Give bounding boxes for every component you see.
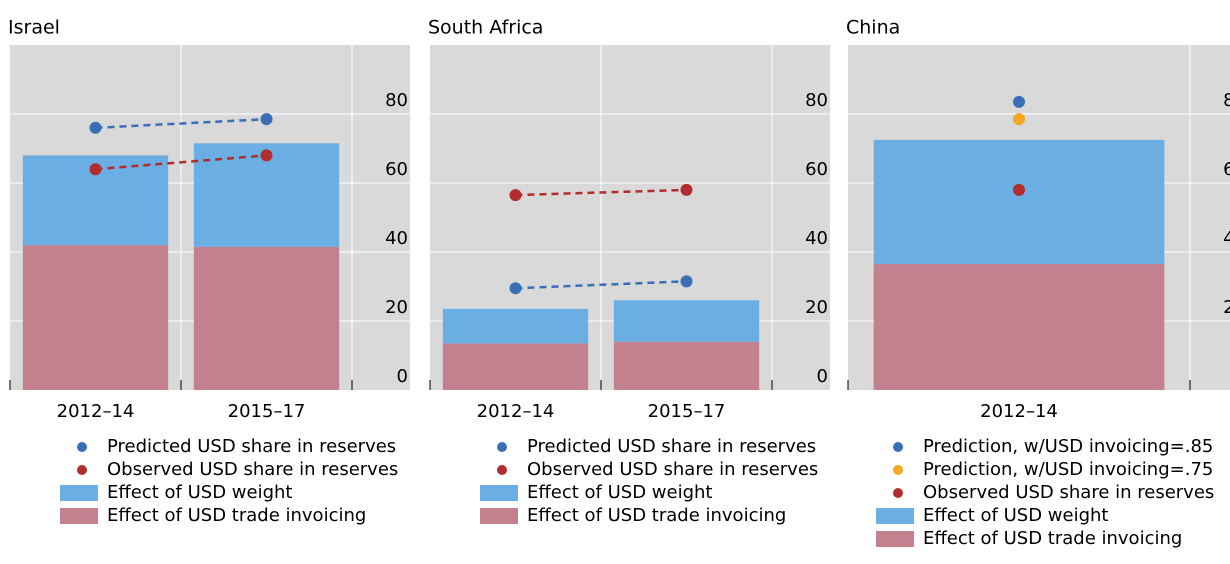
legend-dot <box>77 442 87 452</box>
legend-label: Effect of USD weight <box>107 482 292 503</box>
legend-label: Effect of USD trade invoicing <box>923 528 1182 549</box>
bar <box>442 308 589 344</box>
y-tick-label: 80 <box>805 90 828 111</box>
y-tick-label: 20 <box>1223 297 1230 318</box>
bar <box>613 300 760 342</box>
y-tick-label: 20 <box>805 297 828 318</box>
y-tick-label: 0 <box>817 366 828 387</box>
dot <box>89 121 102 134</box>
legend-dot <box>497 465 507 475</box>
y-tick-label: 0 <box>397 366 408 387</box>
dot <box>509 282 522 295</box>
x-tick-label: 2012–14 <box>57 401 135 422</box>
y-tick-label: 20 <box>385 297 408 318</box>
dashed-line <box>95 117 267 130</box>
legend-label: Effect of USD weight <box>527 482 712 503</box>
legend-dot <box>77 465 87 475</box>
panel-title: South Africa <box>428 17 543 39</box>
dot <box>1013 113 1025 126</box>
y-tick-label: 40 <box>805 228 828 249</box>
legend-dot <box>497 442 507 452</box>
x-tick-label: 2012–14 <box>477 401 555 422</box>
legend-swatch <box>480 485 518 501</box>
panel-title: China <box>846 17 900 39</box>
legend-label: Prediction, w/USD invoicing=.75 <box>923 459 1213 480</box>
x-tick-label: 2015–17 <box>648 401 726 422</box>
legend-dot <box>893 488 903 498</box>
legend-label: Observed USD share in reserves <box>107 459 398 480</box>
dot <box>680 275 693 288</box>
bar <box>873 264 1165 390</box>
bar <box>613 341 760 390</box>
bar <box>442 343 589 390</box>
y-tick-label: 40 <box>385 228 408 249</box>
panel-title: Israel <box>8 17 60 39</box>
y-tick-label: 80 <box>385 90 408 111</box>
dot <box>260 149 273 162</box>
bar <box>22 245 169 390</box>
legend-label: Effect of USD trade invoicing <box>527 505 786 526</box>
bar <box>873 139 1165 265</box>
dot <box>260 113 273 126</box>
legend-label: Observed USD share in reserves <box>527 459 818 480</box>
x-tick-label: 2015–17 <box>228 401 306 422</box>
dot <box>1013 183 1025 196</box>
dashed-line <box>515 188 687 197</box>
legend-label: Effect of USD weight <box>923 505 1108 526</box>
legend-swatch <box>480 508 518 524</box>
dashed-line <box>515 280 687 290</box>
legend-dot <box>893 442 903 452</box>
legend-swatch <box>876 531 914 547</box>
legend-label: Predicted USD share in reserves <box>527 436 816 457</box>
dashed-line <box>95 154 267 171</box>
y-tick-label: 40 <box>1223 228 1230 249</box>
y-tick-label: 60 <box>1223 159 1230 180</box>
legend-label: Prediction, w/USD invoicing=.85 <box>923 436 1213 457</box>
legend-swatch <box>876 508 914 524</box>
legend-swatch <box>60 508 98 524</box>
dot <box>509 189 522 202</box>
y-tick-label: 80 <box>1223 90 1230 111</box>
legend-label: Predicted USD share in reserves <box>107 436 396 457</box>
dot <box>680 183 693 196</box>
legend-label: Observed USD share in reserves <box>923 482 1214 503</box>
dot <box>1013 95 1025 108</box>
dot <box>89 163 102 176</box>
x-tick-label: 2012–14 <box>980 401 1058 422</box>
y-tick-label: 60 <box>805 159 828 180</box>
bar <box>193 246 340 390</box>
y-tick-label: 60 <box>385 159 408 180</box>
legend-label: Effect of USD trade invoicing <box>107 505 366 526</box>
legend-dot <box>893 465 903 475</box>
legend-swatch <box>60 485 98 501</box>
